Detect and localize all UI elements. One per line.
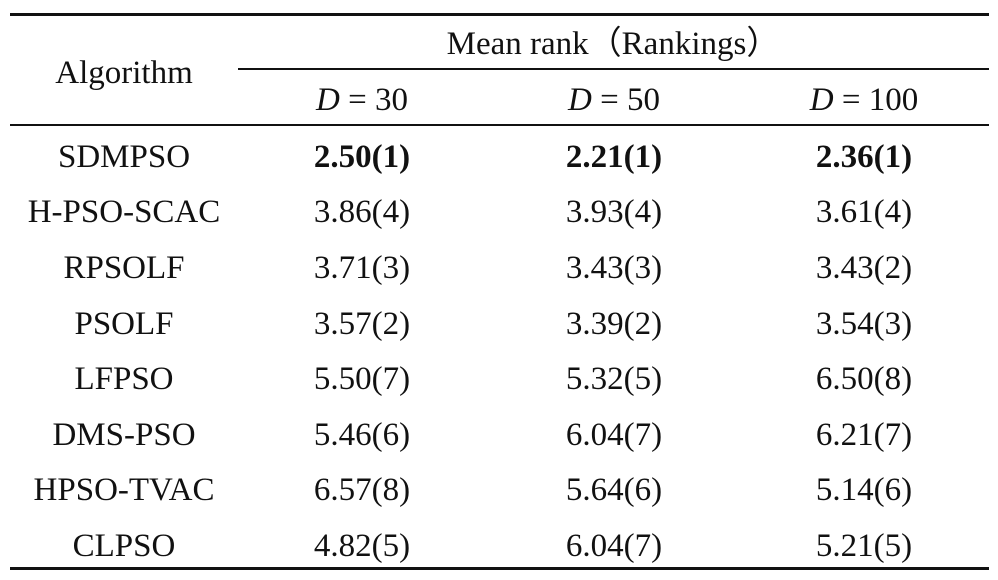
dim-value: = 50	[591, 82, 660, 118]
rank-cell-v100: 5.21(5)	[815, 528, 913, 564]
rank-cell-v30: 4.82(5)	[313, 528, 411, 564]
rank-cell-v30: 5.46(6)	[313, 417, 411, 453]
rank-cell-v50: 6.04(7)	[565, 417, 663, 453]
rank-cell-v100: 3.43(2)	[815, 250, 913, 286]
rank-cell-v30: 2.50(1)	[313, 139, 411, 175]
dim-value: = 100	[833, 82, 919, 118]
rank-cell-v30: 3.86(4)	[313, 194, 411, 230]
rank-cell-v100: 3.61(4)	[815, 194, 913, 230]
rank-cell-v50: 5.32(5)	[565, 361, 663, 397]
dim-value: = 30	[339, 82, 408, 118]
dim-variable: D	[316, 82, 340, 118]
rank-cell-v100: 3.54(3)	[815, 306, 913, 342]
header-dim-30: D = 30	[316, 80, 408, 120]
header-dim-100: D = 100	[810, 80, 918, 120]
rank-cell-v100: 6.50(8)	[815, 361, 913, 397]
rank-cell-v100: 6.21(7)	[815, 417, 913, 453]
header-dim-50: D = 50	[568, 80, 660, 120]
top-rule	[10, 13, 989, 16]
rank-cell-v100: 2.36(1)	[815, 139, 913, 175]
header-mean-rank: Mean rank（Rankings）	[446, 26, 780, 62]
algorithm-name: PSOLF	[74, 306, 174, 342]
rank-cell-v30: 3.71(3)	[313, 250, 411, 286]
algorithm-name: HPSO-TVAC	[33, 472, 215, 508]
algorithm-name: RPSOLF	[63, 250, 185, 286]
algorithm-name: CLPSO	[72, 528, 176, 564]
rank-cell-v100: 5.14(6)	[815, 472, 913, 508]
header-algorithm: Algorithm	[55, 55, 193, 91]
rank-cell-v50: 6.04(7)	[565, 528, 663, 564]
rank-cell-v30: 5.50(7)	[313, 361, 411, 397]
algorithm-name: LFPSO	[74, 361, 174, 397]
dim-variable: D	[809, 82, 834, 118]
rank-cell-v50: 3.43(3)	[565, 250, 663, 286]
rank-cell-v30: 6.57(8)	[313, 472, 411, 508]
algorithm-name: H-PSO-SCAC	[27, 194, 221, 230]
dim-variable: D	[568, 82, 592, 118]
rank-cell-v50: 3.39(2)	[565, 306, 663, 342]
bottom-rule	[10, 567, 989, 570]
algorithm-name: SDMPSO	[57, 139, 191, 175]
group-header-rule	[238, 68, 989, 70]
header-rule	[10, 124, 989, 126]
algorithm-name: DMS-PSO	[52, 417, 196, 453]
rank-cell-v50: 5.64(6)	[565, 472, 663, 508]
rank-cell-v50: 2.21(1)	[565, 139, 663, 175]
rank-cell-v50: 3.93(4)	[565, 194, 663, 230]
rank-cell-v30: 3.57(2)	[313, 306, 411, 342]
